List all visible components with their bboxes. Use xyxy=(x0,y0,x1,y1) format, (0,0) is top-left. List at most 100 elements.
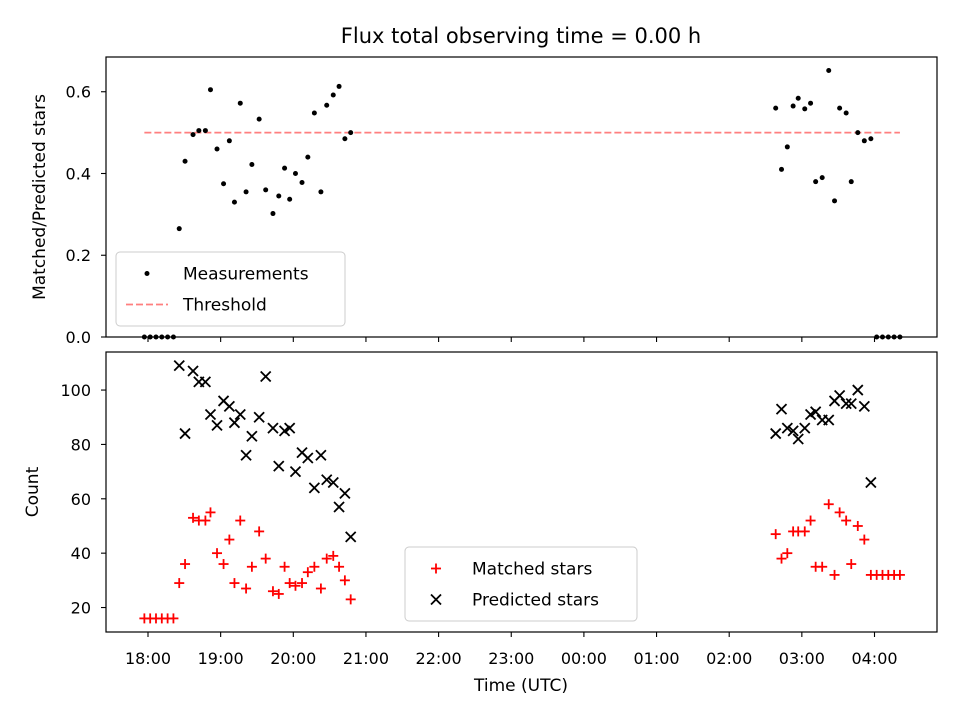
y-tick-label: 0.2 xyxy=(66,246,91,265)
data-point xyxy=(832,198,838,204)
data-point xyxy=(204,408,217,421)
y-tick-label: 20 xyxy=(71,599,91,618)
data-point xyxy=(190,132,196,138)
data-point xyxy=(199,376,212,388)
data-point xyxy=(180,559,191,570)
data-point xyxy=(885,334,891,340)
data-point xyxy=(214,146,220,152)
data-point xyxy=(787,425,799,437)
x-axis-label: Time (UTC) xyxy=(473,676,568,696)
data-point xyxy=(339,487,351,499)
y-tick-label: 0.0 xyxy=(66,328,91,347)
data-point xyxy=(308,482,321,494)
data-point xyxy=(855,130,861,136)
data-point xyxy=(833,389,846,402)
data-point xyxy=(187,365,199,377)
data-point xyxy=(865,476,877,489)
x-tick-label: 22:00 xyxy=(416,649,462,668)
data-point xyxy=(267,586,278,597)
data-point xyxy=(837,105,843,111)
data-point xyxy=(345,594,356,605)
data-point xyxy=(243,189,249,195)
x-axis: 18:00 19:00 20:00 21:00 22:00 23:00 00:00 01:00… xyxy=(125,649,898,668)
data-point xyxy=(188,512,199,523)
data-point xyxy=(229,578,240,589)
legend: Measurements Threshold xyxy=(115,251,346,327)
data-point xyxy=(299,179,305,185)
data-point xyxy=(327,476,339,489)
data-point xyxy=(174,578,185,589)
data-point xyxy=(776,553,787,564)
legend-marker xyxy=(430,593,442,606)
data-point xyxy=(315,449,327,461)
data-point xyxy=(176,226,182,232)
data-point xyxy=(287,196,293,202)
data-point xyxy=(205,507,216,518)
data-point xyxy=(315,583,326,594)
data-point xyxy=(324,102,330,108)
data-point xyxy=(342,136,348,142)
data-point xyxy=(263,187,269,193)
data-point xyxy=(333,501,345,513)
data-point xyxy=(179,427,191,440)
data-point xyxy=(273,588,284,599)
data-point xyxy=(318,189,324,195)
data-point xyxy=(235,515,246,526)
data-point xyxy=(273,460,285,472)
x-tick-label: 03:00 xyxy=(779,649,825,668)
data-point xyxy=(309,561,320,572)
data-point xyxy=(790,103,796,109)
data-point xyxy=(289,465,302,478)
y-tick-label: 80 xyxy=(71,435,91,454)
data-point xyxy=(282,165,288,171)
data-point xyxy=(826,67,832,73)
data-point xyxy=(894,569,905,580)
data-point xyxy=(302,452,314,464)
legend-entry: Predicted stars xyxy=(430,591,599,611)
data-point xyxy=(292,170,298,176)
data-point xyxy=(897,334,903,340)
data-point xyxy=(817,561,828,572)
data-point xyxy=(173,359,185,372)
data-point xyxy=(321,474,333,486)
data-point xyxy=(260,370,272,383)
data-point xyxy=(267,422,279,434)
x-tick-label: 18:00 xyxy=(125,649,171,668)
data-point xyxy=(819,175,825,181)
legend-entry: Threshold xyxy=(126,296,267,316)
data-point xyxy=(182,158,188,164)
data-point xyxy=(823,499,834,510)
data-point xyxy=(147,334,153,340)
data-point xyxy=(840,398,852,410)
data-point xyxy=(234,408,246,421)
data-point xyxy=(874,334,880,340)
data-point xyxy=(237,100,243,106)
data-point xyxy=(834,507,845,518)
axes-frame xyxy=(105,351,938,633)
data-point xyxy=(253,411,265,423)
data-point xyxy=(260,553,271,564)
data-point xyxy=(841,515,852,526)
legend-entry: Measurements xyxy=(144,265,309,285)
data-point xyxy=(170,334,176,340)
series-matched-stars xyxy=(139,499,905,624)
ratio-panel: 0.0 0.2 0.4 0.6 Measurements Threshold xyxy=(66,56,938,347)
legend-label: Matched stars xyxy=(472,560,592,580)
data-point xyxy=(159,334,165,340)
data-point xyxy=(784,144,790,150)
legend: Matched stars Predicted stars xyxy=(404,546,638,622)
data-point xyxy=(218,559,229,570)
data-point xyxy=(321,553,332,564)
data-point xyxy=(305,154,311,160)
data-point xyxy=(276,193,282,199)
data-point xyxy=(773,105,779,111)
data-point xyxy=(770,529,781,540)
data-point xyxy=(781,422,793,434)
data-point xyxy=(302,567,313,578)
data-point xyxy=(891,334,897,340)
data-point xyxy=(284,578,295,589)
y-tick-label: 40 xyxy=(71,544,91,563)
data-point xyxy=(775,403,788,415)
data-point xyxy=(861,138,867,144)
y-tick-label: 0.4 xyxy=(66,164,91,183)
